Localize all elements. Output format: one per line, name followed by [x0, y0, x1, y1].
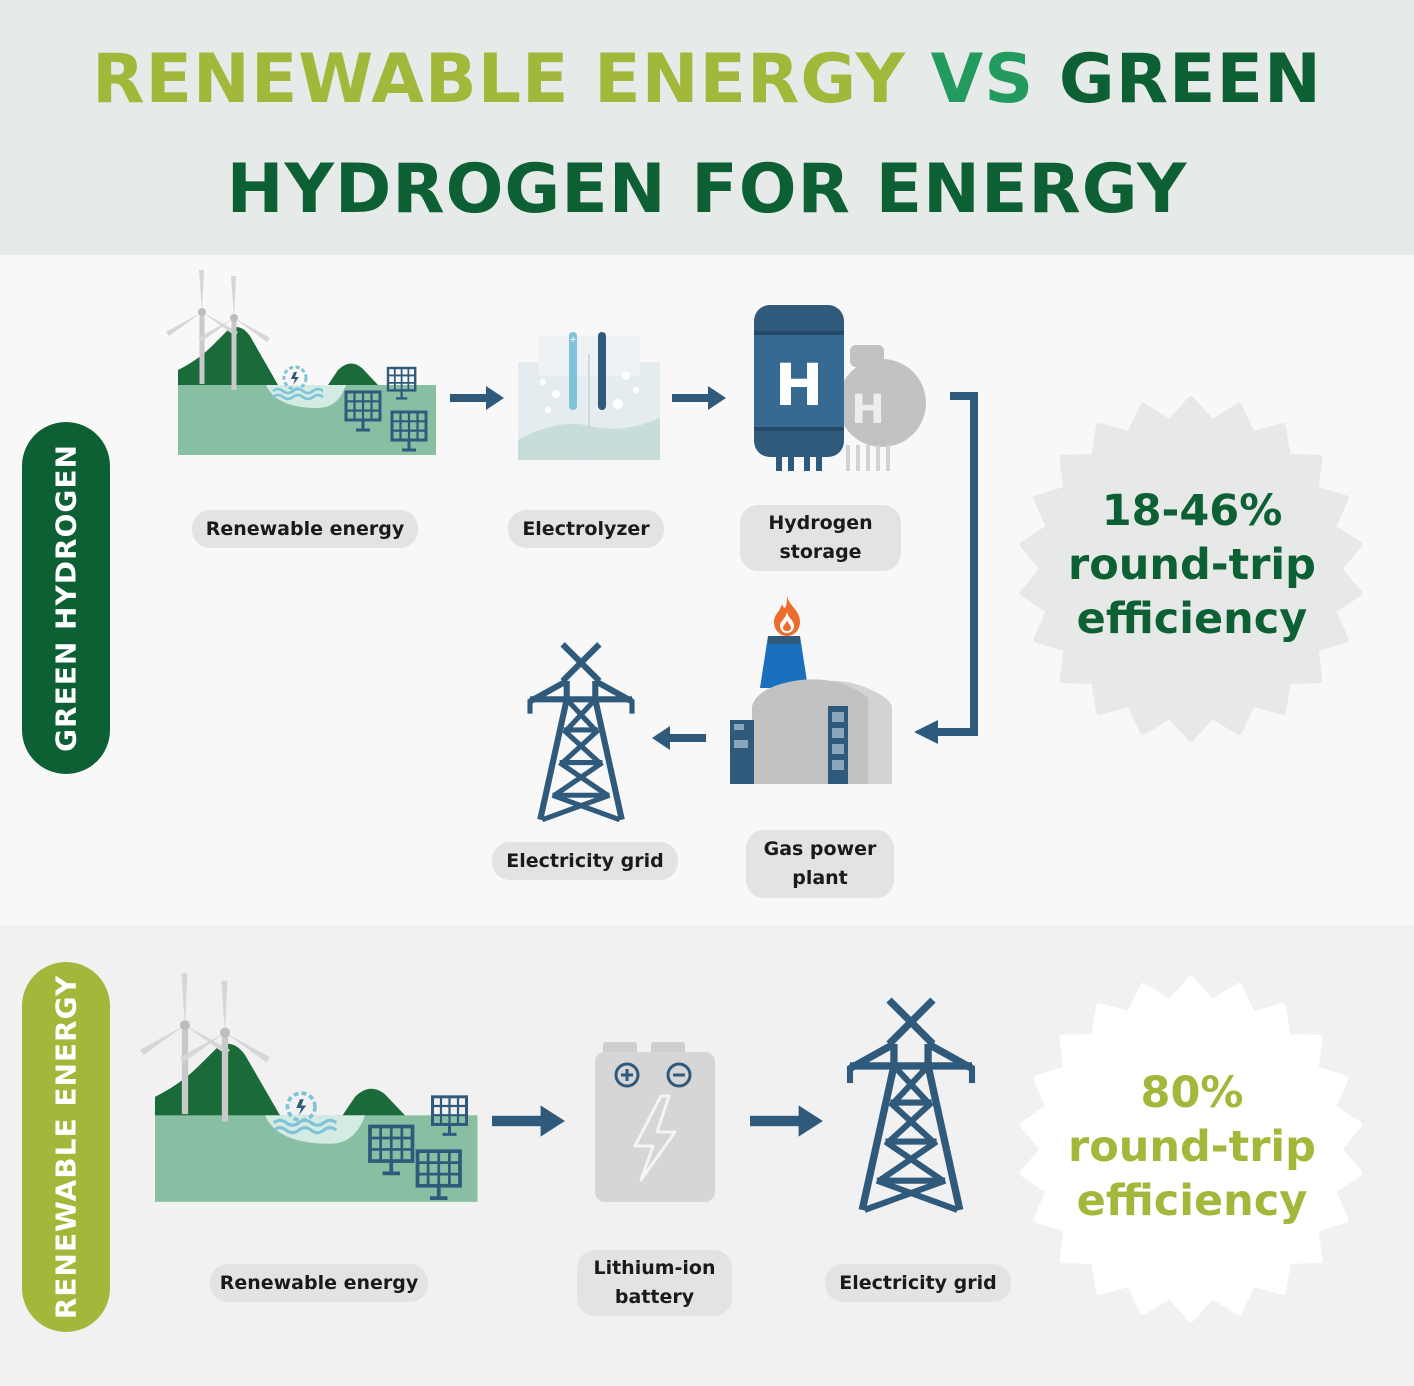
arrow-right-icon: [492, 1105, 565, 1137]
renewable-energy-landscape-re: [155, 998, 478, 1202]
starburst-shape: [1019, 976, 1363, 1322]
label-renewable-energy-gh: Renewable energy: [192, 510, 418, 548]
label-hydrogen-storage: Hydrogen storage: [740, 505, 901, 571]
efficiency-badge-re: [1019, 976, 1363, 1322]
label-electrolyzer: Electrolyzer: [508, 510, 664, 548]
efficiency-line3-gh: efficiency: [1076, 594, 1308, 644]
efficiency-value-gh: 18-46%: [1101, 486, 1283, 536]
green-hydrogen-side-label: GREEN HYDROGEN: [22, 422, 110, 774]
arrow-right-icon: [450, 386, 504, 410]
efficiency-text-gh: 18-46% round-trip efficiency: [1022, 484, 1362, 646]
header-band: RENEWABLE ENERGY VS GREEN HYDROGEN FOR E…: [0, 0, 1414, 255]
hydro-turbine-icon: [271, 365, 325, 401]
svg-text:H: H: [851, 387, 884, 433]
efficiency-value-re: 80%: [1140, 1068, 1244, 1118]
label-gas-power-plant: Gas power plant: [746, 830, 894, 898]
arrow-right-icon: [672, 386, 726, 410]
efficiency-text-re: 80% round-trip efficiency: [1022, 1066, 1362, 1228]
title-vs: VS: [930, 40, 1035, 119]
label-renewable-energy-re: Renewable energy: [210, 1264, 428, 1302]
hydrogen-tank-icon: H H: [754, 305, 926, 471]
efficiency-badge-gh: [1019, 396, 1363, 742]
battery-icon: [595, 1042, 715, 1202]
arrow-left-icon: [652, 726, 706, 750]
title-renewable-energy: RENEWABLE ENERGY: [92, 40, 906, 119]
svg-text:H: H: [775, 351, 824, 419]
transmission-tower-icon: [530, 644, 632, 820]
efficiency-line2-re: round-trip: [1068, 1122, 1316, 1172]
title-line-2: HYDROGEN FOR ENERGY: [226, 150, 1188, 229]
lightning-icon: [633, 1094, 677, 1182]
renewable-energy-landscape-gh: [178, 290, 436, 455]
title-green: GREEN: [1058, 40, 1322, 119]
efficiency-line2-gh: round-trip: [1068, 540, 1316, 590]
svg-text:+: +: [569, 335, 577, 345]
arrow-right-icon: [750, 1105, 823, 1137]
label-electricity-grid-re: Electricity grid: [825, 1264, 1011, 1302]
electrolyzer-icon: +: [518, 332, 660, 460]
efficiency-line3-re: efficiency: [1076, 1176, 1308, 1226]
starburst-shape: [1019, 396, 1363, 742]
power-plant-icon: [730, 636, 892, 784]
title-line-1: RENEWABLE ENERGY VS GREEN: [0, 40, 1414, 119]
hydro-turbine-icon: [271, 1091, 339, 1135]
arrow-down-left-connector: [914, 392, 978, 744]
transmission-tower-icon: [850, 996, 972, 1214]
flame-icon: [774, 596, 800, 636]
renewable-energy-side-label: RENEWABLE ENERGY: [22, 962, 110, 1332]
label-electricity-grid-gh: Electricity grid: [492, 842, 678, 880]
label-lithium-ion-battery: Lithium-ion battery: [577, 1250, 732, 1316]
